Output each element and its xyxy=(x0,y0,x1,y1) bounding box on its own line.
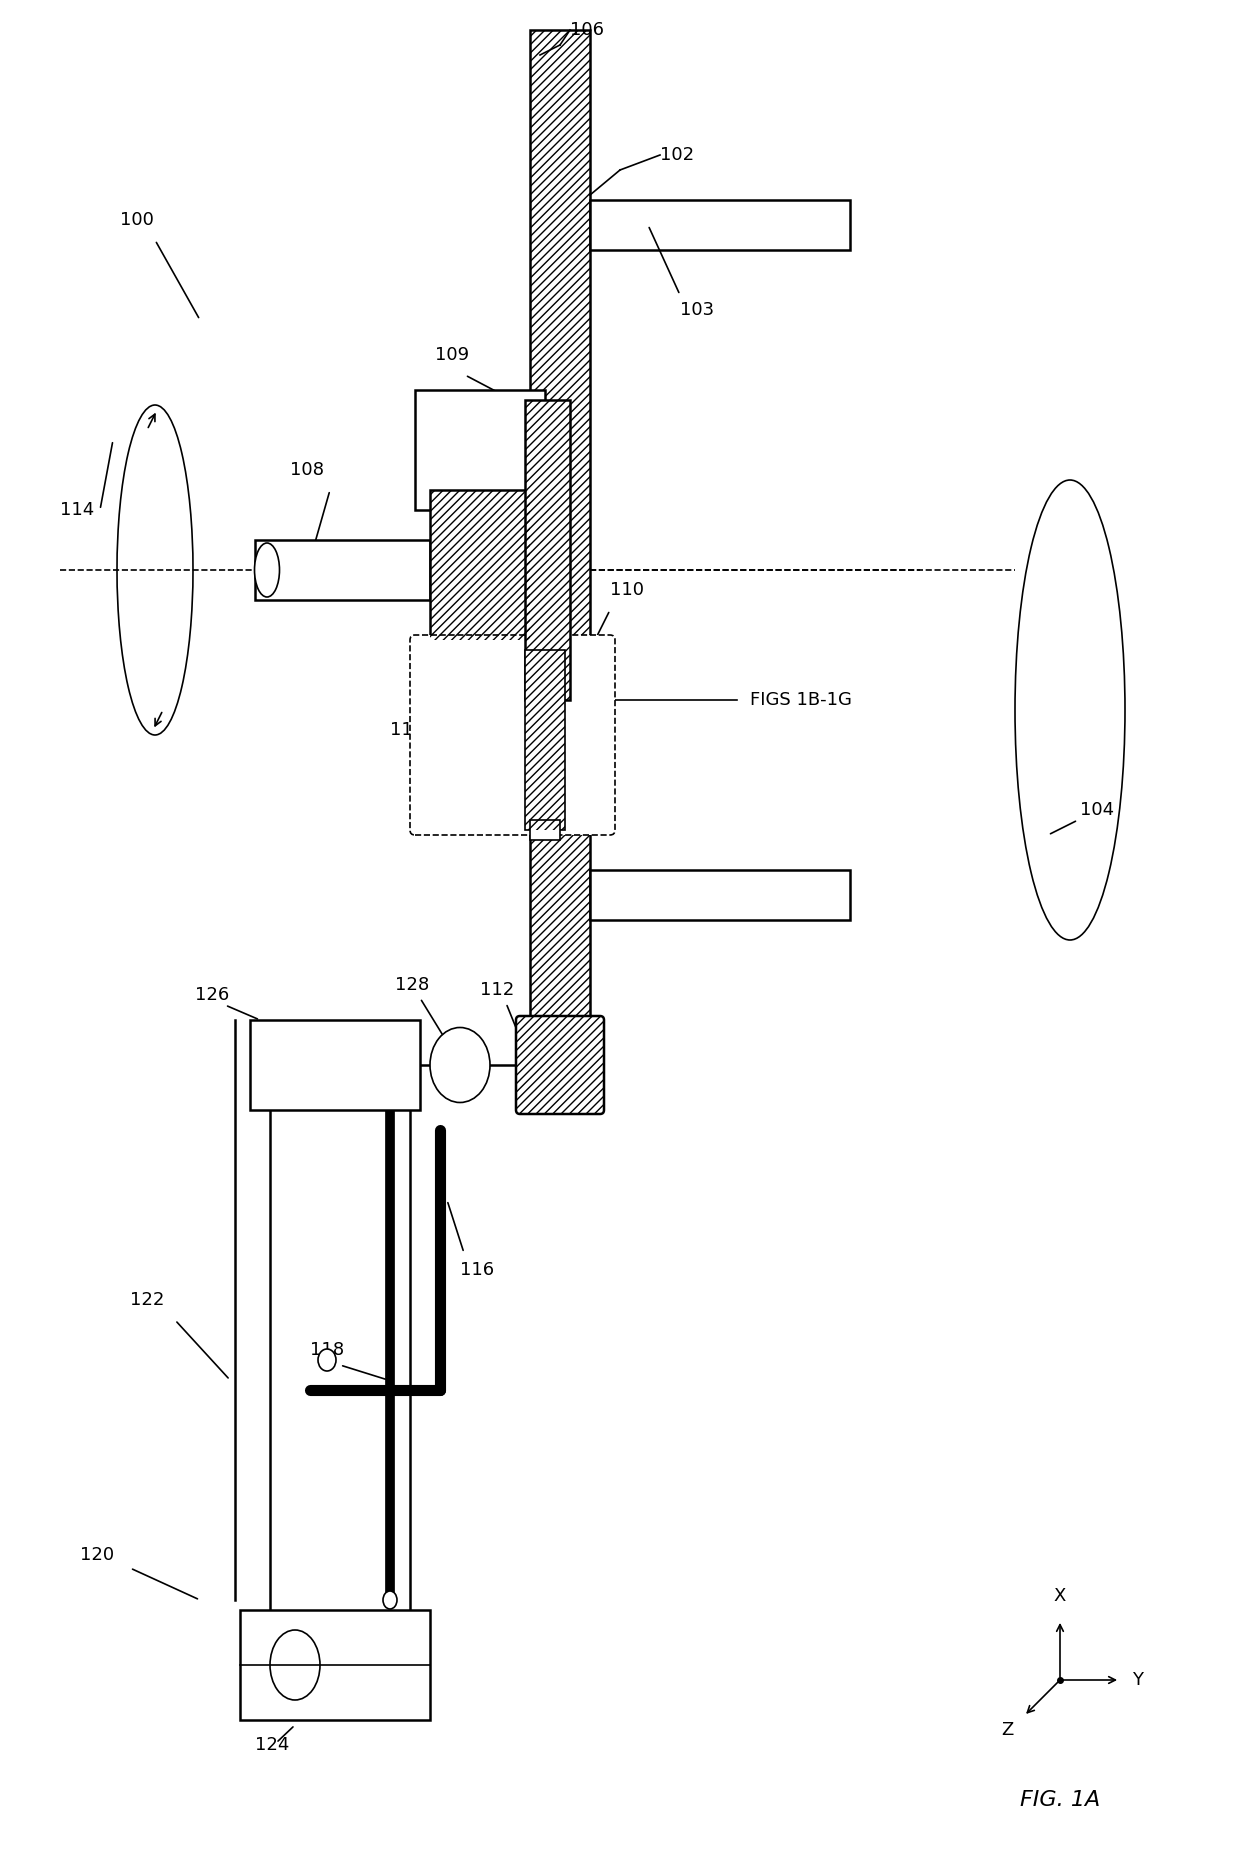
Bar xyxy=(525,649,565,830)
Bar xyxy=(529,30,590,1081)
Bar xyxy=(415,391,546,510)
Bar xyxy=(430,489,529,640)
Bar xyxy=(241,1611,430,1720)
FancyBboxPatch shape xyxy=(410,634,615,835)
Ellipse shape xyxy=(430,1027,490,1103)
Text: Y: Y xyxy=(1132,1670,1143,1689)
Text: 106: 106 xyxy=(570,20,604,39)
Ellipse shape xyxy=(383,1590,397,1609)
Text: 112: 112 xyxy=(480,980,515,999)
Text: 108: 108 xyxy=(290,461,324,480)
Bar xyxy=(430,489,529,640)
Text: FIG. 1A: FIG. 1A xyxy=(1019,1789,1100,1810)
Bar xyxy=(590,201,849,249)
Bar xyxy=(525,400,570,699)
Ellipse shape xyxy=(254,543,279,597)
Text: 124: 124 xyxy=(255,1735,289,1754)
Text: 118: 118 xyxy=(310,1341,345,1360)
Text: 109: 109 xyxy=(435,346,469,365)
Text: Z: Z xyxy=(1002,1720,1014,1739)
Ellipse shape xyxy=(317,1348,336,1371)
Text: 100: 100 xyxy=(120,210,154,229)
Text: 122: 122 xyxy=(130,1291,165,1309)
Text: X: X xyxy=(1054,1587,1066,1605)
Bar xyxy=(255,539,430,601)
Ellipse shape xyxy=(270,1629,320,1700)
Bar xyxy=(590,870,849,921)
Bar xyxy=(525,649,565,830)
FancyBboxPatch shape xyxy=(516,1016,604,1114)
Text: 120: 120 xyxy=(81,1546,114,1564)
Text: 103: 103 xyxy=(680,301,714,320)
Bar xyxy=(250,1019,420,1110)
Text: 111: 111 xyxy=(391,722,424,738)
Bar xyxy=(430,489,529,640)
Bar xyxy=(529,30,590,1081)
Text: 110: 110 xyxy=(610,580,644,599)
Text: 116: 116 xyxy=(460,1261,494,1280)
Text: 102: 102 xyxy=(660,145,694,164)
Text: FIGS 1B-1G: FIGS 1B-1G xyxy=(750,692,852,709)
Text: 114: 114 xyxy=(60,500,94,519)
Bar xyxy=(529,820,560,841)
Text: 104: 104 xyxy=(1080,802,1114,818)
Text: 126: 126 xyxy=(195,986,229,1004)
Text: 128: 128 xyxy=(396,976,429,993)
Bar xyxy=(525,400,570,699)
